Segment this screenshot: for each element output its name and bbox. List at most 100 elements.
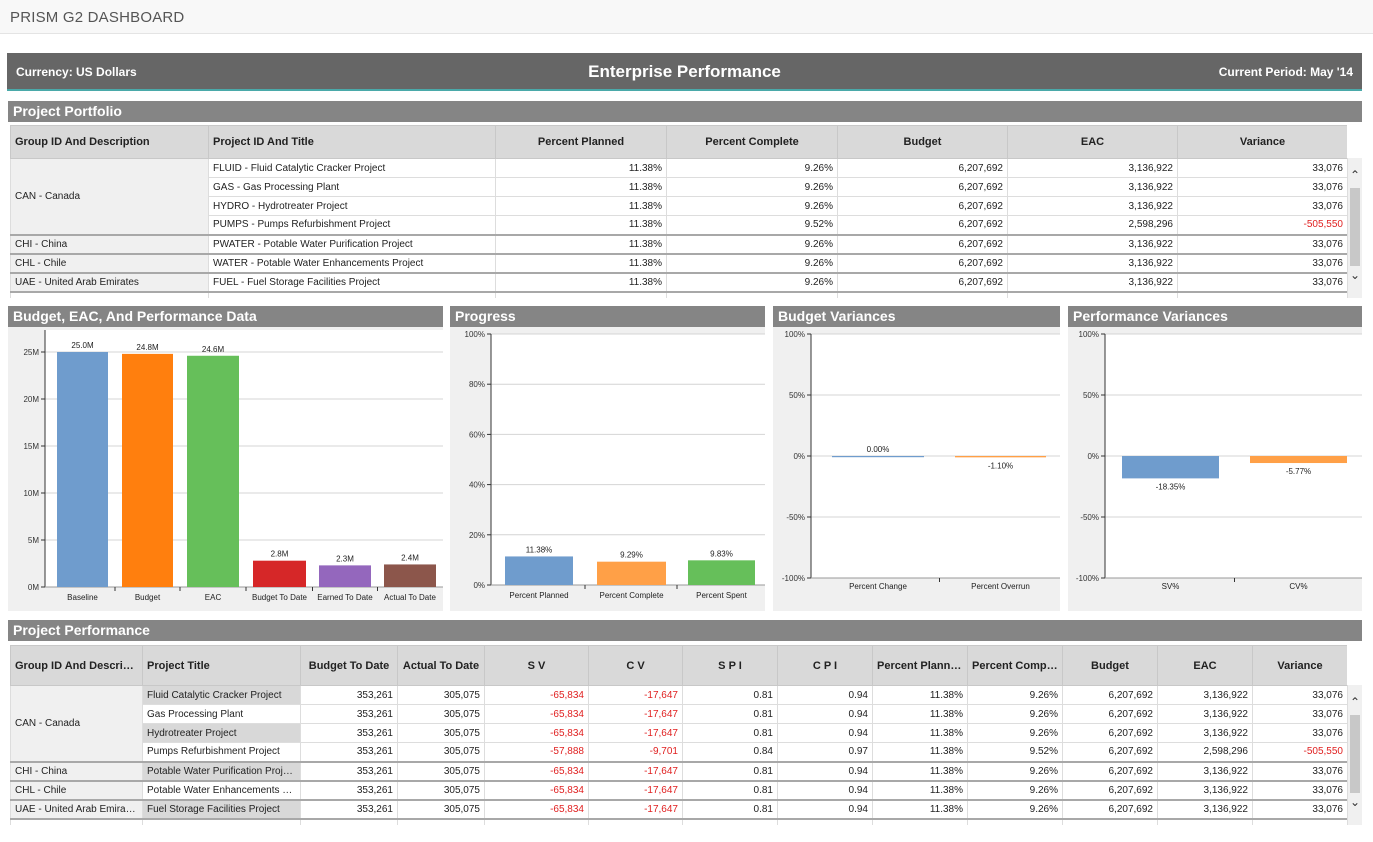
x-tick-label: Percent Planned [509, 591, 568, 600]
table-row[interactable]: CAN - Canada FLUID - Fluid Catalytic Crac… [10, 158, 1347, 235]
column-header[interactable]: Percent Complete [666, 125, 838, 159]
table-row[interactable]: CHL - Chile Potable Water Enhancements Pr… [10, 779, 1347, 800]
value-cell: 3,136,922 [1157, 685, 1253, 705]
project-cell: HYDRO - Hydrotreater Project [208, 196, 496, 216]
bar-budget [122, 353, 173, 587]
group-cell: CHI - China [10, 760, 143, 781]
value-cell: 11.38% [495, 271, 667, 292]
x-tick-label: Budget [135, 593, 161, 602]
portfolio-table: Group ID And Description Project ID And T… [10, 125, 1347, 298]
table-row[interactable]: CHI - China Potable Water Purification Pr… [10, 760, 1347, 781]
value-cell: 6,207,692 [837, 196, 1008, 216]
table-row[interactable]: HYDRO - Hydrotreater Project 11.38% 9.26% 6… [11, 196, 1347, 216]
table-row[interactable]: Hydrotreater Project 353,261 305,075 -65,83… [11, 723, 1347, 743]
scroll-down-icon[interactable]: ⌄ [1349, 268, 1361, 282]
y-tick-label: -100% [782, 574, 805, 583]
x-tick-label: Percent Overrun [971, 582, 1030, 591]
column-header[interactable]: S V [484, 645, 589, 686]
table-row[interactable]: UAE - United Arab Emirates FUEL - Fuel St… [10, 271, 1347, 292]
value-cell: 353,261 [300, 723, 398, 743]
top-bar: PRISM G2 DASHBOARD [0, 0, 1373, 34]
scroll-down-icon[interactable]: ⌄ [1349, 795, 1361, 809]
data-label: 11.38% [526, 545, 553, 554]
x-tick-label: Budget To Date [252, 593, 308, 602]
value-cell: -65,834 [484, 704, 589, 724]
y-tick-label: -100% [1076, 574, 1099, 583]
value-cell: 2,598,296 [1007, 215, 1178, 235]
column-header[interactable]: Group ID And Description [10, 125, 209, 159]
y-tick-label: 100% [1079, 330, 1099, 339]
x-tick-label: Percent Complete [599, 591, 664, 600]
value-cell: 305,075 [397, 798, 485, 819]
data-label: 9.29% [620, 551, 643, 560]
data-label: -5.77% [1286, 467, 1311, 476]
bar-actual-to-date [384, 564, 436, 587]
value-cell: 33,076 [1252, 798, 1347, 819]
table-row[interactable]: Pumps Refurbishment Project 353,261 305,07… [11, 742, 1347, 762]
value-cell: 3,136,922 [1157, 704, 1253, 724]
column-header[interactable]: Budget To Date [300, 645, 398, 686]
table-row[interactable]: UAE - United Arab Emirates Fuel Storage F… [10, 798, 1347, 819]
performance-section-title: Project Performance [8, 620, 1362, 641]
table-row[interactable]: Gas Processing Plant 353,261 305,075 -65,83… [11, 704, 1347, 724]
data-label: 2.3M [336, 554, 354, 563]
value-cell: 33,076 [1177, 177, 1347, 197]
x-tick-label: SV% [1162, 582, 1180, 591]
table-row[interactable]: CHL - Chile WATER - Potable Water Enhance… [10, 252, 1347, 273]
value-cell: 11.38% [495, 233, 667, 254]
performance-scrollbar[interactable]: ⌃ ⌄ [1347, 685, 1362, 825]
performance-table-container: Group ID And Description Project Title Bud… [10, 645, 1347, 825]
column-header[interactable]: Percent Planned [872, 645, 968, 686]
column-header[interactable]: Percent Complete [967, 645, 1063, 686]
column-header[interactable]: Variance [1252, 645, 1347, 686]
table-row[interactable]: GAS - Gas Processing Plant 11.38% 9.26% 6,2… [11, 177, 1347, 197]
value-cell: 353,261 [300, 704, 398, 724]
plot-area [45, 330, 443, 587]
value-cell: -17,647 [588, 760, 683, 781]
column-header[interactable]: C V [588, 645, 683, 686]
scroll-up-icon[interactable]: ⌃ [1349, 168, 1361, 182]
value-cell: 33,076 [1177, 271, 1347, 292]
scroll-thumb[interactable] [1350, 715, 1360, 793]
y-tick-label: 50% [1083, 391, 1099, 400]
table-row[interactable]: CHI - China PWATER - Potable Water Purifi… [10, 233, 1347, 254]
column-header[interactable]: C P I [777, 645, 873, 686]
scroll-up-icon[interactable]: ⌃ [1349, 695, 1361, 709]
column-header[interactable]: Actual To Date [397, 645, 485, 686]
value-cell: 0.94 [777, 779, 873, 800]
column-header[interactable]: Variance [1177, 125, 1347, 159]
column-header[interactable]: Budget [1062, 645, 1158, 686]
column-header[interactable]: Group ID And Description [10, 645, 143, 686]
dashboard-header: Enterprise Performance Currency: US Doll… [7, 53, 1362, 91]
value-cell: 11.38% [872, 723, 968, 743]
bar-percent-change [832, 456, 924, 458]
x-tick-label: Percent Change [849, 582, 907, 591]
value-cell: 33,076 [1252, 704, 1347, 724]
table-row[interactable]: PUMPS - Pumps Refurbishment Project 11.38… [11, 215, 1347, 235]
value-cell: 11.38% [495, 252, 667, 273]
value-cell: -17,647 [588, 685, 683, 705]
column-header[interactable]: Percent Planned [495, 125, 667, 159]
column-header[interactable]: Project Title [142, 645, 301, 686]
column-header[interactable]: EAC [1007, 125, 1178, 159]
value-cell: -65,834 [484, 685, 589, 705]
value-cell: 9.52% [666, 215, 838, 235]
bar-sv- [1122, 456, 1219, 479]
value-cell: 305,075 [397, 742, 485, 762]
y-tick-label: -50% [1080, 513, 1099, 522]
value-cell: 0.81 [682, 723, 778, 743]
table-row[interactable]: CAN - Canada Fluid Catalytic Cracker Proj… [10, 685, 1347, 762]
value-cell: 353,261 [300, 742, 398, 762]
data-label: 2.4M [401, 553, 419, 562]
project-cell: Fuel Storage Facilities Project [142, 798, 301, 819]
portfolio-scrollbar[interactable]: ⌃ ⌄ [1347, 158, 1362, 298]
group-cell: CAN - Canada [10, 685, 143, 762]
column-header[interactable]: EAC [1157, 645, 1253, 686]
column-header[interactable]: S P I [682, 645, 778, 686]
scroll-thumb[interactable] [1350, 188, 1360, 266]
y-tick-label: 5M [28, 536, 39, 545]
project-cell: Fluid Catalytic Cracker Project [142, 685, 301, 705]
y-tick-label: 50% [789, 391, 805, 400]
column-header[interactable]: Budget [837, 125, 1008, 159]
column-header[interactable]: Project ID And Title [208, 125, 496, 159]
